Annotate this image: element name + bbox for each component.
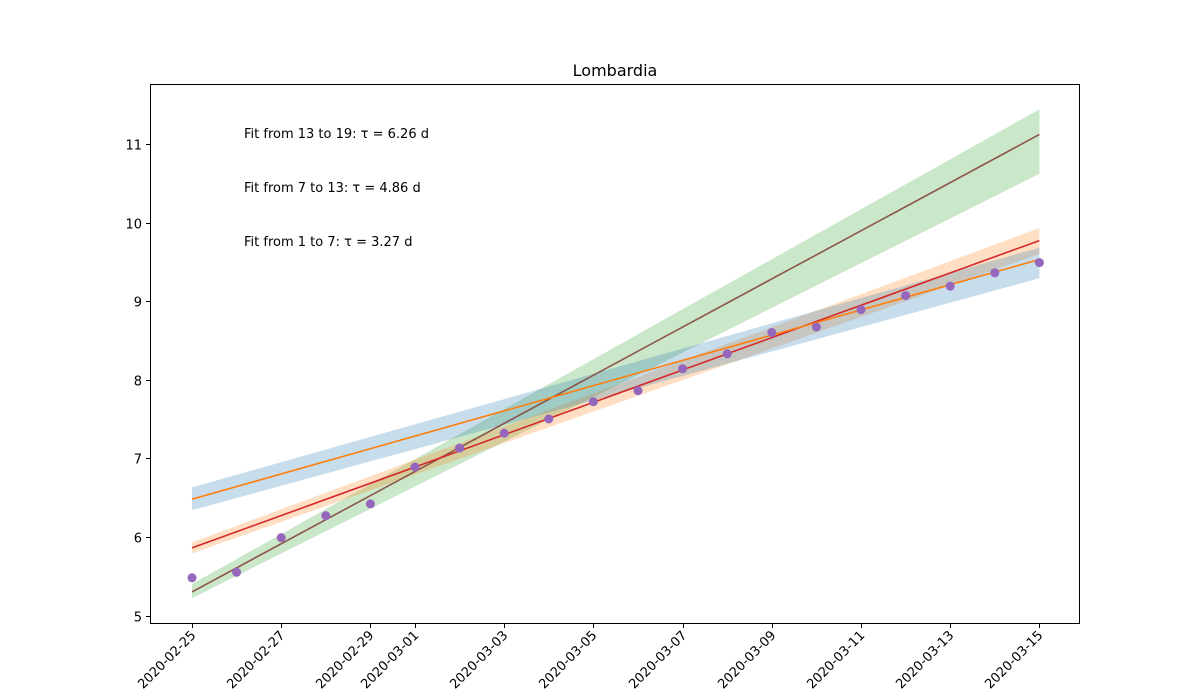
plot-frame (150, 84, 1080, 624)
annotation-fit-7-13: Fit from 7 to 13: τ = 4.86 d (244, 181, 421, 196)
data-point (901, 291, 911, 301)
y-axis: 5 6 7 8 9 10 11 (125, 139, 150, 626)
data-points (187, 258, 1044, 583)
data-point (276, 533, 286, 543)
data-point (321, 511, 331, 521)
data-point (722, 349, 732, 359)
annotation-fit-13-19: Fit from 13 to 19: τ = 6.26 d (244, 127, 429, 142)
y-tick-label: 6 (134, 532, 142, 547)
data-point (544, 414, 554, 424)
data-point (187, 573, 197, 583)
y-tick-label: 11 (125, 139, 142, 154)
y-tick-label: 10 (125, 218, 142, 233)
fit-line-1 (191, 133, 1040, 593)
data-point (1034, 258, 1044, 268)
data-point (990, 268, 1000, 278)
data-point (588, 397, 598, 407)
data-point (945, 281, 955, 291)
data-point (365, 499, 375, 509)
data-point (410, 462, 420, 472)
data-point (499, 428, 509, 438)
data-point (678, 364, 688, 374)
data-point (633, 386, 643, 396)
y-tick-label: 5 (134, 611, 142, 626)
fit-line-2 (191, 239, 1040, 549)
fit-lines (191, 133, 1040, 593)
data-point (811, 322, 821, 332)
chart-title: Lombardia (573, 61, 658, 80)
confidence-band-1 (192, 109, 1040, 599)
y-tick-label: 8 (134, 375, 142, 390)
data-point (856, 305, 866, 315)
data-point (455, 443, 465, 453)
annotation-fit-1-7: Fit from 1 to 7: τ = 3.27 d (244, 235, 412, 250)
confidence-band-2 (192, 228, 1040, 554)
data-point (232, 567, 242, 577)
y-tick-label: 7 (134, 453, 142, 468)
data-point (767, 328, 777, 338)
fit-line-3 (191, 258, 1040, 500)
y-tick-label: 9 (134, 296, 142, 311)
